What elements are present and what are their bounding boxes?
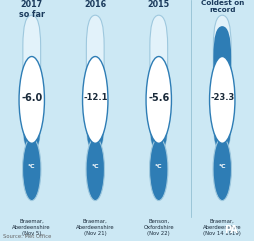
- Text: PA: PA: [224, 225, 238, 235]
- Text: -23.3: -23.3: [210, 93, 234, 102]
- Text: °C: °C: [91, 164, 99, 169]
- Text: °C: °C: [28, 164, 36, 169]
- Circle shape: [23, 138, 41, 201]
- Text: Benson,
Oxfordshire
(Nov 22): Benson, Oxfordshire (Nov 22): [144, 219, 174, 236]
- Text: Source: Met Office: Source: Met Office: [3, 234, 51, 239]
- FancyBboxPatch shape: [86, 15, 104, 152]
- Text: 2016: 2016: [84, 0, 106, 9]
- Text: Braemar,
Aberdeenshire
(Nov 14 1919): Braemar, Aberdeenshire (Nov 14 1919): [203, 219, 242, 236]
- Text: 2017
so far: 2017 so far: [19, 0, 45, 19]
- Text: -6.0: -6.0: [21, 93, 42, 103]
- Text: -5.6: -5.6: [148, 93, 169, 103]
- FancyBboxPatch shape: [150, 15, 168, 152]
- Circle shape: [86, 138, 104, 201]
- FancyBboxPatch shape: [86, 67, 104, 152]
- FancyBboxPatch shape: [213, 15, 231, 152]
- Circle shape: [150, 138, 168, 201]
- Text: °C: °C: [218, 164, 226, 169]
- FancyBboxPatch shape: [23, 15, 41, 152]
- Text: 2015: 2015: [148, 0, 170, 9]
- Text: °C: °C: [155, 164, 163, 169]
- Circle shape: [19, 57, 44, 143]
- Circle shape: [146, 57, 171, 143]
- Text: -12.1: -12.1: [83, 93, 107, 102]
- Circle shape: [210, 57, 235, 143]
- Text: Coldest on
record: Coldest on record: [201, 0, 244, 13]
- Circle shape: [83, 57, 108, 143]
- Circle shape: [213, 138, 231, 201]
- Text: Braemar,
Aberdeenshire
(Nov 5): Braemar, Aberdeenshire (Nov 5): [12, 219, 51, 236]
- FancyBboxPatch shape: [150, 104, 168, 152]
- Text: Braemar,
Aberdeenshire
(Nov 21): Braemar, Aberdeenshire (Nov 21): [76, 219, 115, 236]
- FancyBboxPatch shape: [213, 26, 231, 152]
- FancyBboxPatch shape: [23, 100, 41, 152]
